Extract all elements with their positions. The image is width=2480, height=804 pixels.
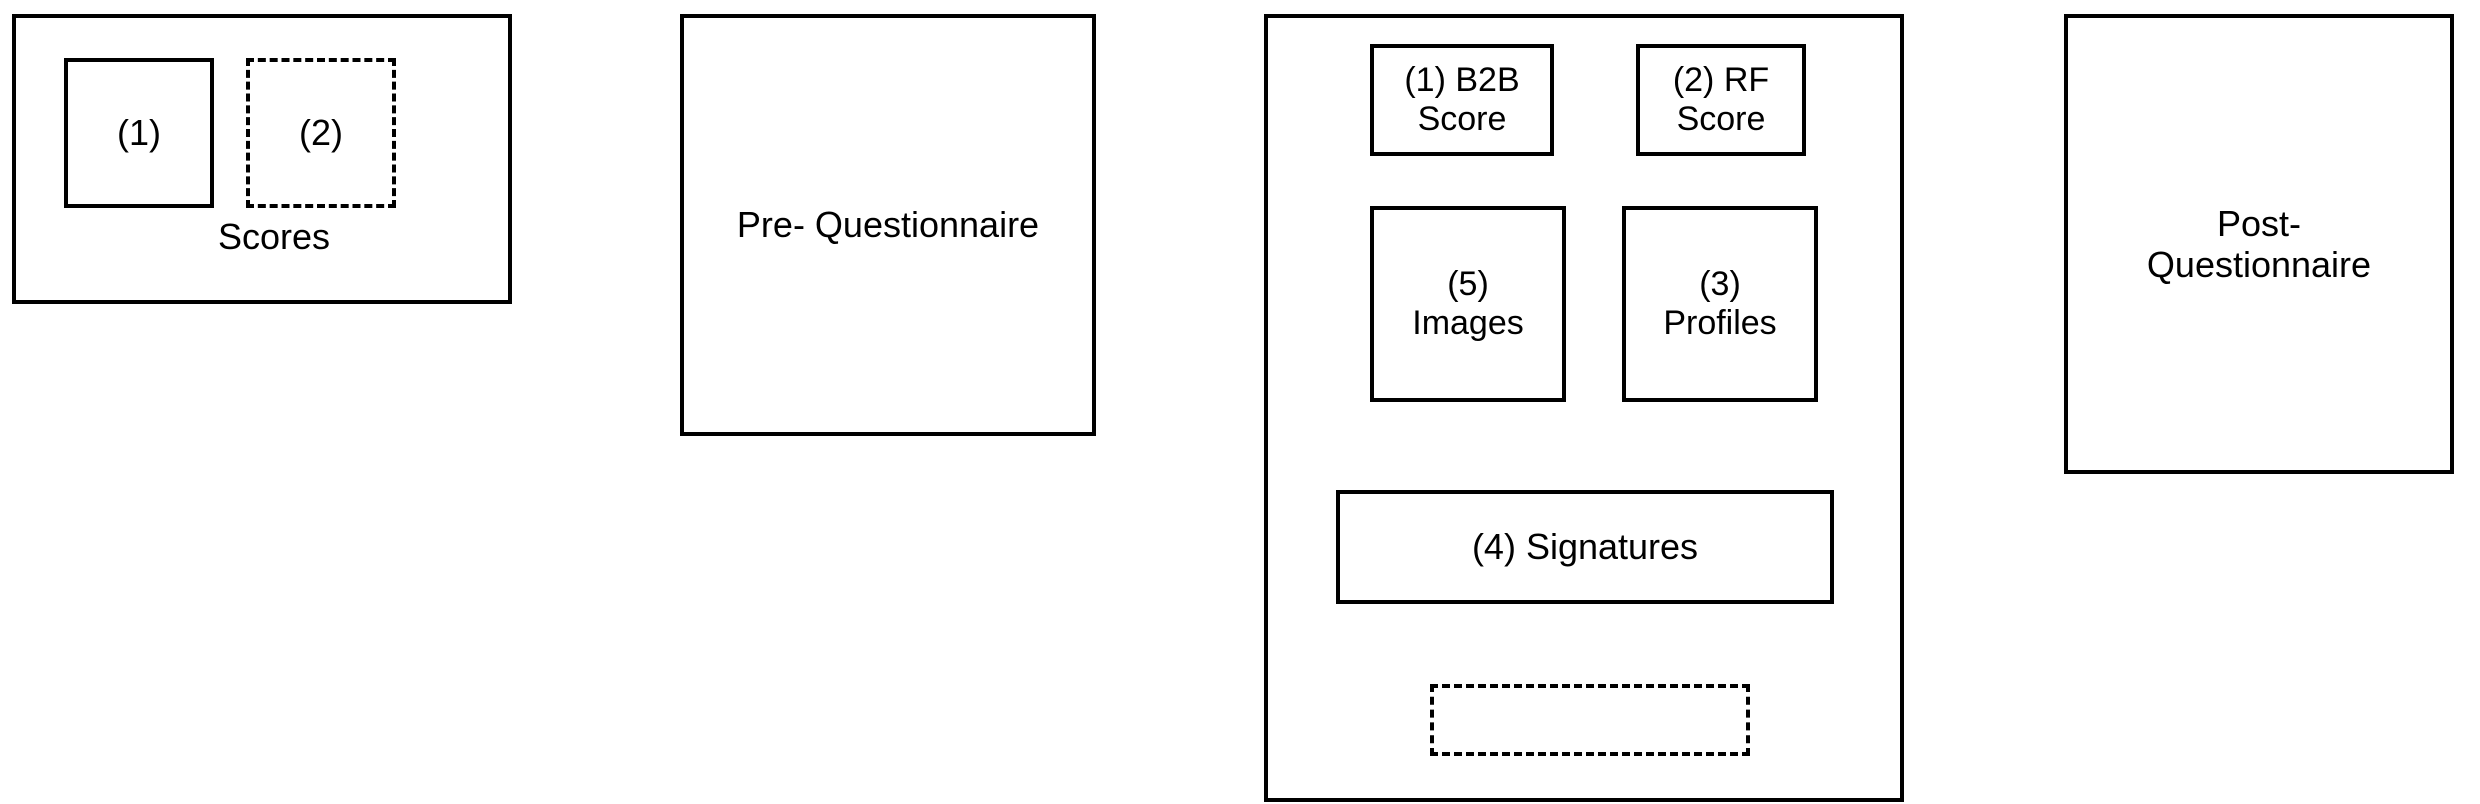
pre-questionnaire-label: Pre- Questionnaire (680, 14, 1096, 436)
center-dashed-box (1430, 684, 1750, 756)
scores-panel-label: Scores (152, 212, 396, 262)
images-label: (5) Images (1370, 206, 1566, 402)
scores-box-1-label: (1) (64, 58, 214, 208)
rf-score-label: (2) RF Score (1636, 44, 1806, 156)
signatures-label: (4) Signatures (1336, 490, 1834, 604)
profiles-label: (3) Profiles (1622, 206, 1818, 402)
scores-box-2-label: (2) (246, 58, 396, 208)
b2b-score-label: (1) B2B Score (1370, 44, 1554, 156)
post-questionnaire-label: Post- Questionnaire (2064, 14, 2454, 474)
